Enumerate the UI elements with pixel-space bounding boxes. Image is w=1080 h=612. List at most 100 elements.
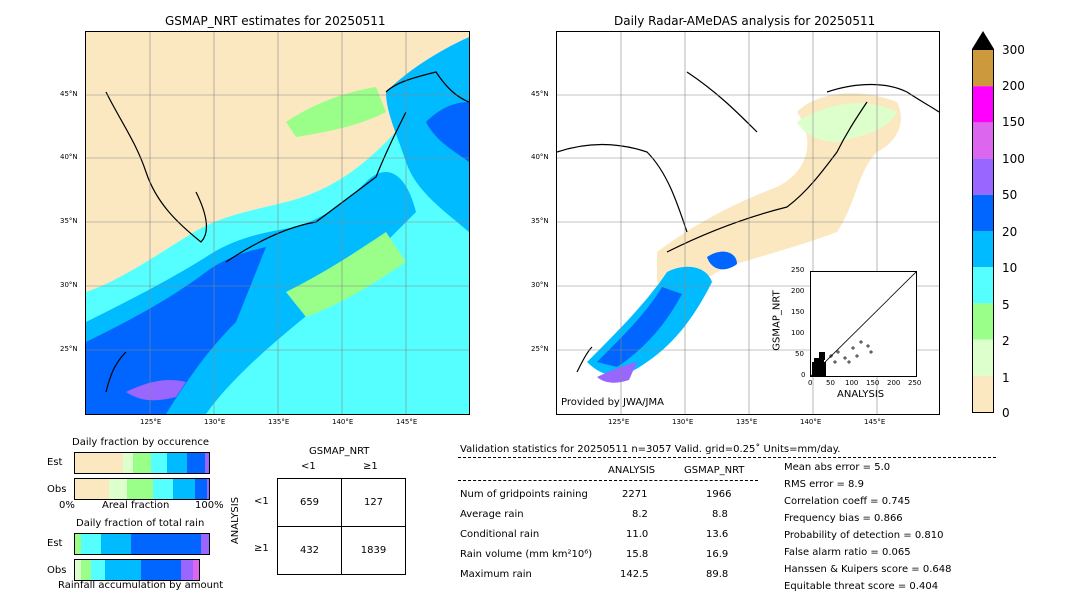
score-line: Probability of detection = 0.810 — [784, 530, 944, 541]
total-caption: Rainfall accumulation by amount — [58, 580, 224, 591]
validation-row-label: Num of gridpoints raining — [460, 489, 588, 500]
inset-x-tick: 100 — [845, 379, 859, 387]
colorbar-swatch — [973, 194, 993, 231]
inset-scatter-svg — [810, 271, 917, 377]
colorbar-swatch — [973, 231, 993, 268]
colorbar-swatch — [973, 375, 993, 412]
total-est-bar — [74, 533, 210, 555]
validation-col-analysis: ANALYSIS — [608, 465, 656, 476]
colorbar-label: 1 — [1002, 371, 1010, 385]
inset-x-tick: 200 — [887, 379, 901, 387]
total-obs-bar — [74, 559, 200, 581]
score-line: False alarm ratio = 0.065 — [784, 547, 911, 558]
right-lon-label: 145°E — [864, 418, 886, 426]
validation-row-analysis: 11.0 — [626, 529, 649, 540]
fraction-total-title: Daily fraction of total rain — [76, 518, 205, 529]
colorbar-label: 10 — [1002, 261, 1018, 275]
right-lon-label: 130°E — [672, 418, 694, 426]
left-lat-label: 40°N — [60, 153, 78, 161]
inset-x-tick: 0 — [808, 379, 813, 387]
inset-x-tick: 150 — [866, 379, 880, 387]
scatter-points — [812, 352, 826, 376]
right-map-field — [557, 32, 939, 414]
contingency-col-ge: ≥1 — [363, 461, 378, 472]
validation-row-label: Conditional rain — [460, 529, 540, 540]
validation-row-analysis: 142.5 — [620, 569, 649, 580]
colorbar-swatches — [973, 50, 993, 412]
validation-row-gsmap: 89.8 — [706, 569, 729, 580]
occurrence-obs-bar — [74, 478, 210, 500]
contingency-row-ge: ≥1 — [254, 543, 269, 554]
score-line: Correlation coeff = 0.745 — [784, 496, 911, 507]
fraction-est-label: Est — [47, 457, 63, 468]
right-lat-label: 30°N — [531, 281, 549, 289]
validation-row-analysis: 15.8 — [626, 549, 649, 560]
inset-y-tick: 50 — [795, 350, 804, 358]
colorbar-label: 0 — [1002, 406, 1010, 420]
fraction-obs-label: Obs — [47, 484, 67, 495]
inset-scatter-plot — [810, 271, 917, 377]
right-lat-label: 35°N — [531, 217, 549, 225]
left-map — [85, 31, 470, 415]
colorbar-extend-arrow — [972, 31, 994, 49]
contingency-cell: 1839 — [341, 526, 406, 575]
right-lat-label: 25°N — [531, 345, 549, 353]
right-map-title: Daily Radar-AMeDAS analysis for 20250511 — [614, 14, 876, 28]
contingency-row-lt: <1 — [254, 496, 269, 507]
left-lon-label: 140°E — [332, 418, 354, 426]
left-map-title: GSMAP_NRT estimates for 20250511 — [165, 14, 386, 28]
validation-row-analysis: 2271 — [622, 489, 648, 500]
left-lon-label: 130°E — [204, 418, 226, 426]
colorbar-label: 150 — [1002, 115, 1025, 129]
validation-row-label: Maximum rain — [460, 569, 532, 580]
validation-row-gsmap: 1966 — [706, 489, 732, 500]
colorbar-label: 100 — [1002, 152, 1025, 166]
occurrence-est-bar — [74, 452, 210, 474]
total-obs-label: Obs — [47, 565, 67, 576]
right-lat-label: 45°N — [531, 90, 549, 98]
inset-y-tick: 100 — [791, 329, 805, 337]
colorbar-swatch — [973, 339, 993, 376]
left-lat-label: 45°N — [60, 90, 78, 98]
colorbar-label: 200 — [1002, 79, 1025, 93]
inset-x-tick: 50 — [826, 379, 835, 387]
colorbar-label: 50 — [1002, 188, 1018, 202]
inset-y-tick: 0 — [801, 371, 806, 379]
inset-y-tick: 150 — [791, 308, 805, 316]
score-line: Mean abs error = 5.0 — [784, 462, 891, 473]
validation-col-divider — [458, 480, 758, 481]
inset-x-label: ANALYSIS — [837, 389, 885, 400]
colorbar-swatch — [973, 86, 993, 123]
validation-row-gsmap: 8.8 — [712, 509, 728, 520]
fraction-occurrence-title: Daily fraction by occurence — [72, 437, 210, 448]
colorbar-swatch — [973, 122, 993, 159]
validation-row-analysis: 8.2 — [632, 509, 648, 520]
colorbar-swatch — [973, 303, 993, 340]
contingency-top-title: GSMAP_NRT — [309, 446, 370, 457]
colorbar-label: 2 — [1002, 334, 1010, 348]
validation-row-gsmap: 16.9 — [706, 549, 729, 560]
contingency-table: 659 127 432 1839 — [277, 478, 406, 575]
right-lat-label: 40°N — [531, 153, 549, 161]
validation-row-label: Average rain — [460, 509, 524, 520]
left-lat-label: 35°N — [60, 217, 78, 225]
occurrence-axis-mid: Areal fraction — [102, 500, 170, 511]
right-lon-label: 140°E — [800, 418, 822, 426]
inset-y-tick: 200 — [791, 287, 805, 295]
colorbar-label: 300 — [1002, 43, 1025, 57]
validation-row-gsmap: 13.6 — [706, 529, 729, 540]
colorbar-label: 5 — [1002, 298, 1010, 312]
validation-divider — [458, 457, 996, 458]
inset-y-tick: 250 — [791, 266, 805, 274]
colorbar-label: 20 — [1002, 225, 1018, 239]
colorbar-swatch — [973, 267, 993, 304]
right-lon-label: 135°E — [736, 418, 758, 426]
score-line: Equitable threat score = 0.404 — [784, 581, 939, 592]
validation-row-label: Rain volume (mm km²10⁶) — [460, 549, 593, 560]
left-lat-label: 25°N — [60, 345, 78, 353]
occurrence-axis-left: 0% — [59, 500, 75, 511]
contingency-cell: 432 — [277, 526, 342, 575]
contingency-cell: 127 — [341, 478, 406, 527]
contingency-side-title: ANALYSIS — [230, 496, 242, 545]
left-lon-label: 145°E — [396, 418, 418, 426]
